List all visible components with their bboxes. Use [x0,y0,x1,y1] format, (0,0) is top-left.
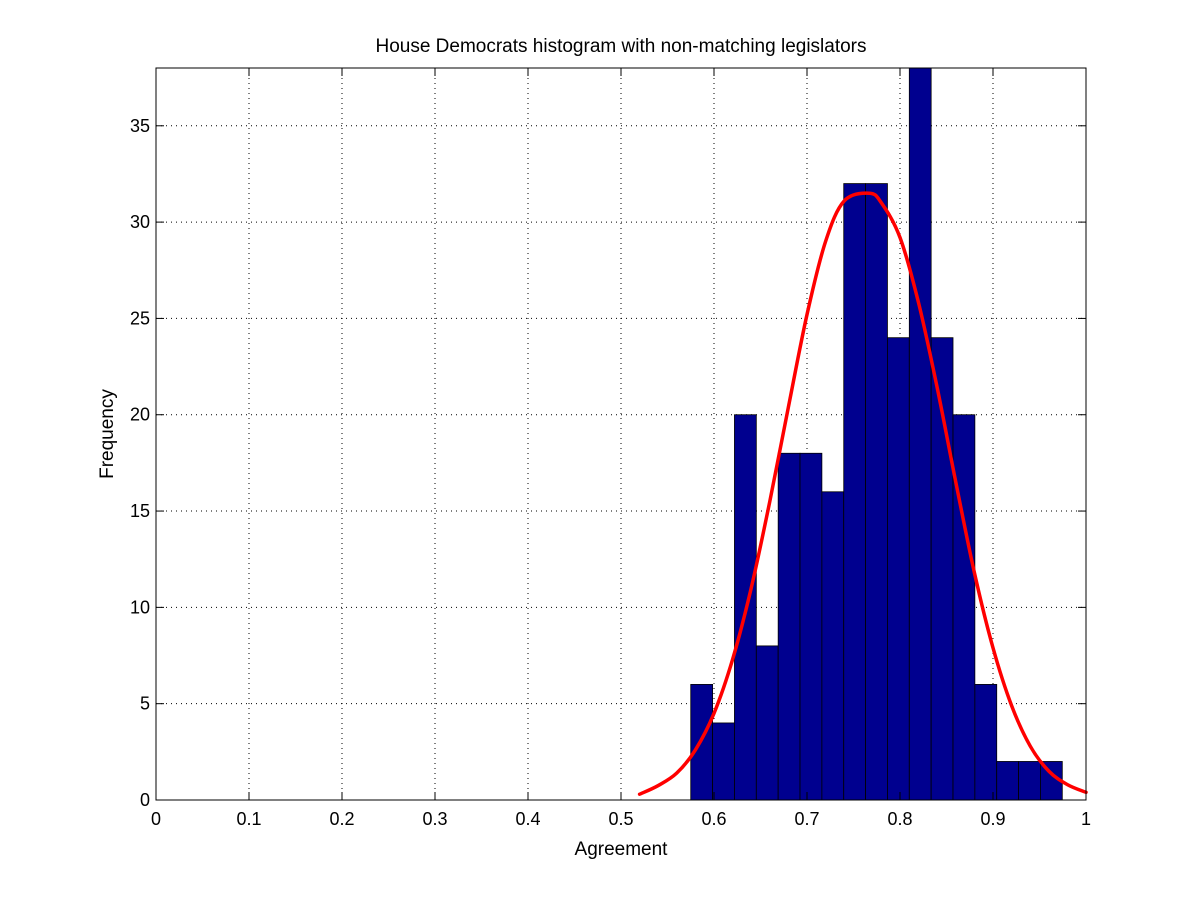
y-axis-title: Frequency [97,389,118,479]
y-tick-label: 30 [130,212,150,232]
y-tick-label: 5 [140,694,150,714]
x-axis-title: Agreement [575,839,669,860]
histogram-bar [865,183,888,801]
x-tick-label: 0 [151,809,161,829]
y-tick-label: 25 [130,308,150,328]
histogram-bar [777,452,801,801]
x-tick-label: 0.6 [701,809,726,829]
x-tick-label: 1 [1081,809,1091,829]
x-tick-label: 0.2 [329,809,354,829]
x-tick-label: 0.9 [980,809,1005,829]
tick-labels-layer: 0 0.1 0.2 0.3 0.4 0.5 0.6 0.7 0.8 0.9 105101520253… [130,116,1091,829]
histogram-bar [974,684,998,801]
fitted-normal-curve [637,191,1088,796]
x-tick-label: 0.5 [608,809,633,829]
x-tick-label: 0.8 [887,809,912,829]
x-tick-label: 0.4 [515,809,540,829]
histogram-bar [821,491,845,801]
histogram-bar [755,645,779,801]
histogram-bar [1018,761,1041,801]
histogram-bar [996,761,1019,801]
y-tick-label: 15 [130,501,150,521]
y-tick-label: 0 [140,790,150,810]
y-tick-label: 10 [130,597,150,617]
bars-layer [690,67,1063,801]
x-tick-label: 0.1 [236,809,261,829]
axes-layer [155,67,1087,801]
histogram-bar [952,414,976,801]
histogram-bar [908,67,932,801]
x-tick-label: 0.7 [794,809,819,829]
curve-layer [637,191,1088,796]
histogram-bar [712,722,735,801]
histogram-bar [887,337,910,801]
y-tick-label: 35 [130,116,150,136]
histogram-bar [843,183,866,801]
x-tick-label: 0.3 [422,809,447,829]
y-tick-label: 20 [130,405,150,425]
histogram-bar [799,452,823,801]
chart-title: House Democrats histogram with non-match… [375,36,866,57]
